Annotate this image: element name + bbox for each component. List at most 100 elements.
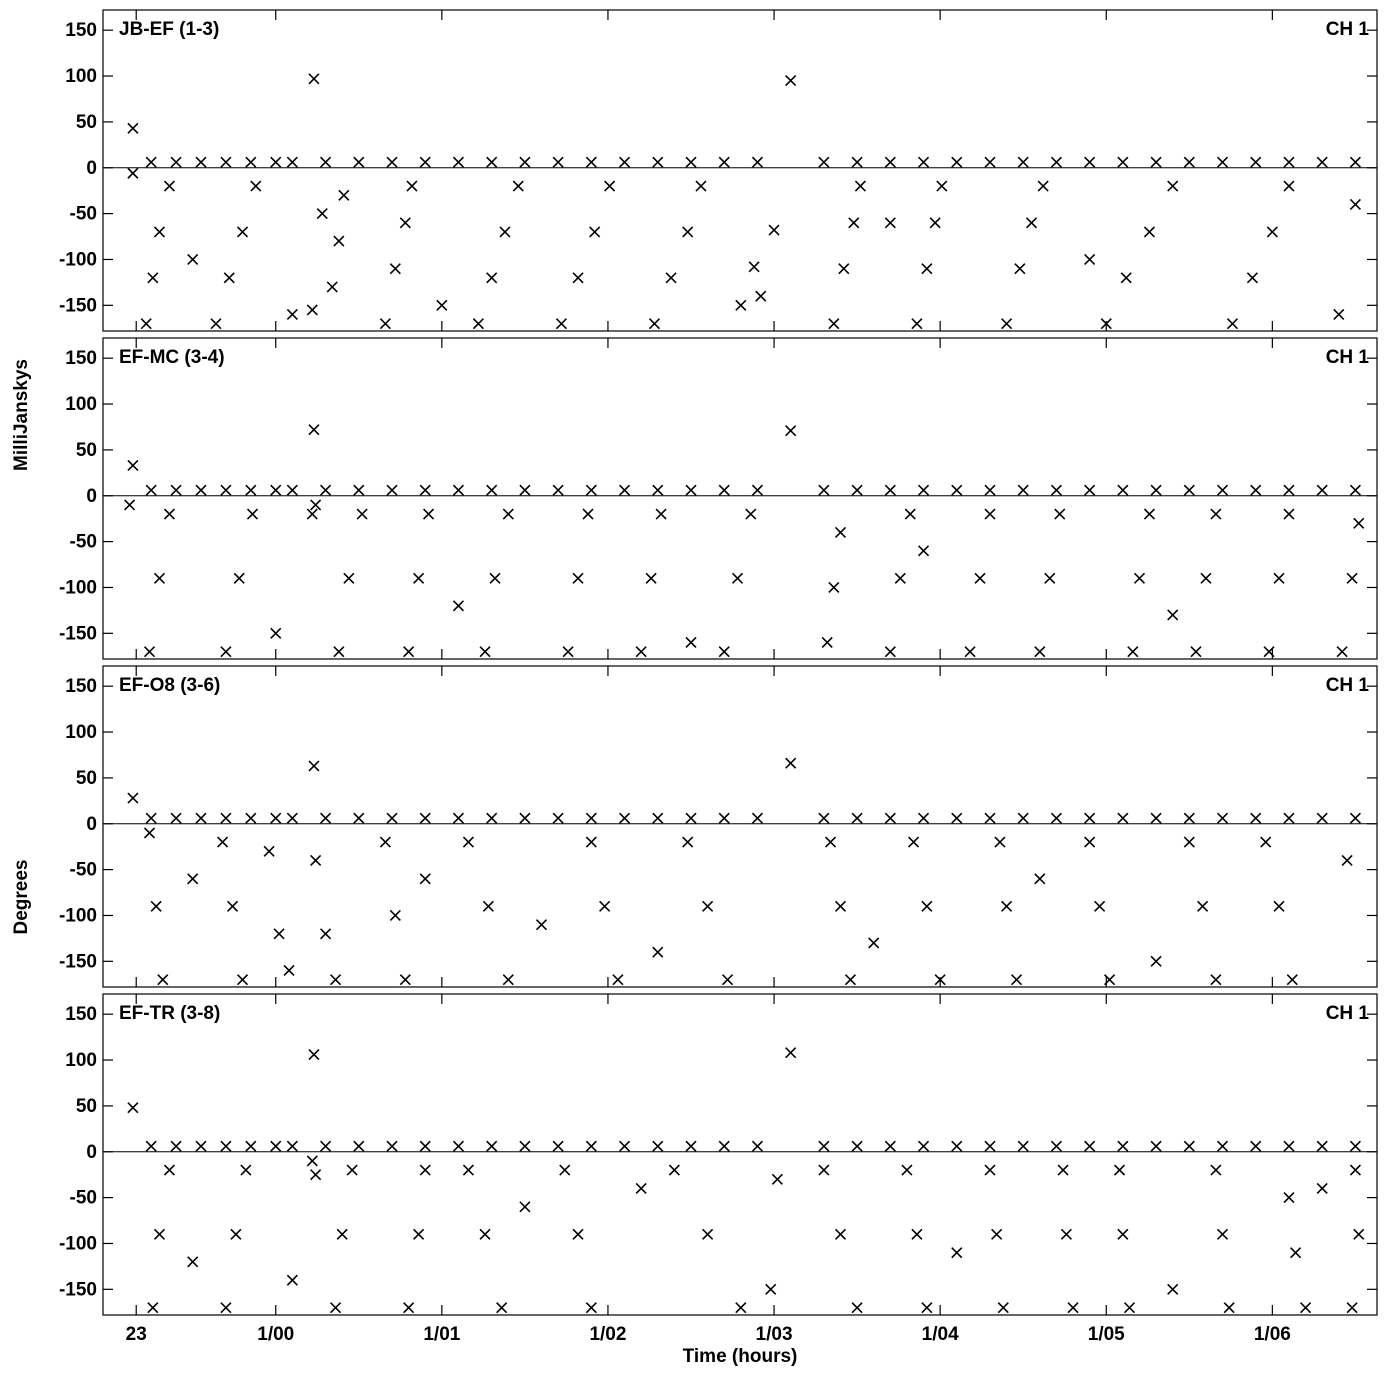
point <box>821 636 833 649</box>
point <box>1210 508 1222 520</box>
point <box>519 484 531 496</box>
point <box>818 1140 830 1152</box>
point <box>751 484 764 496</box>
plot-frame <box>102 337 1378 660</box>
point <box>143 827 156 839</box>
point <box>1167 180 1179 192</box>
y-tick-label: 150 <box>65 20 97 41</box>
point <box>1300 1302 1312 1314</box>
point <box>286 484 298 496</box>
point <box>1127 646 1139 658</box>
point <box>233 572 245 584</box>
point <box>1349 812 1361 824</box>
point <box>1349 484 1361 496</box>
point <box>884 217 896 229</box>
point <box>1050 484 1062 496</box>
point <box>389 909 401 922</box>
point <box>346 1164 358 1176</box>
y-tick-label: 0 <box>86 486 97 507</box>
point <box>147 1302 159 1314</box>
point <box>413 1228 425 1240</box>
point <box>585 484 597 496</box>
point <box>1216 1228 1229 1240</box>
point <box>951 1140 963 1152</box>
point <box>1050 812 1062 824</box>
y-tick-label: 50 <box>76 440 97 461</box>
point <box>479 1228 491 1240</box>
point <box>462 836 474 848</box>
point <box>127 122 139 134</box>
point <box>226 900 239 912</box>
point <box>403 646 415 658</box>
point <box>997 1302 1009 1314</box>
point <box>572 572 584 584</box>
point <box>512 180 524 192</box>
point <box>399 217 411 229</box>
point <box>984 156 996 168</box>
y-tick-label: 100 <box>65 66 97 87</box>
point <box>934 974 946 986</box>
point <box>585 1302 597 1314</box>
point <box>170 1140 182 1152</box>
point <box>1273 572 1285 584</box>
point <box>1316 156 1328 168</box>
point <box>452 812 465 824</box>
point <box>618 812 631 824</box>
y-tick-label: 50 <box>76 112 97 133</box>
point <box>559 1164 571 1176</box>
point <box>851 156 863 168</box>
point <box>187 873 199 885</box>
point <box>419 484 431 496</box>
point <box>751 156 764 168</box>
point <box>751 812 764 824</box>
y-tick-label: -150 <box>59 295 97 316</box>
point <box>320 812 332 824</box>
point <box>1017 156 1029 168</box>
point <box>399 974 411 986</box>
point <box>1353 517 1365 529</box>
point <box>917 484 930 496</box>
point <box>1167 609 1179 621</box>
point <box>419 1164 431 1176</box>
point <box>143 646 156 658</box>
point <box>1266 226 1278 238</box>
point <box>220 156 232 168</box>
point <box>854 180 866 192</box>
point <box>1283 180 1295 192</box>
point <box>329 1302 342 1314</box>
point <box>1017 484 1029 496</box>
point <box>316 208 328 220</box>
point <box>648 318 661 330</box>
point <box>1226 318 1239 330</box>
point <box>220 812 232 824</box>
point <box>286 308 298 321</box>
point <box>1283 1140 1295 1152</box>
point <box>270 627 282 639</box>
point <box>153 226 166 238</box>
point <box>127 167 139 179</box>
point <box>1353 1228 1365 1240</box>
point <box>589 226 601 238</box>
point <box>904 508 916 520</box>
point <box>1014 263 1026 275</box>
point <box>618 484 631 496</box>
point <box>240 1164 252 1176</box>
point <box>721 974 734 986</box>
point <box>187 1256 199 1268</box>
point <box>356 508 368 520</box>
point <box>1067 1302 1079 1314</box>
point <box>519 812 531 824</box>
point <box>195 1140 207 1152</box>
point <box>519 1201 531 1213</box>
point <box>1246 272 1258 284</box>
point <box>187 253 199 266</box>
point <box>502 974 514 986</box>
point <box>635 646 647 658</box>
point <box>406 180 418 192</box>
point <box>320 156 332 168</box>
point <box>652 946 664 958</box>
point <box>250 180 262 192</box>
point <box>1183 836 1195 848</box>
point <box>1316 812 1328 824</box>
point <box>452 1140 465 1152</box>
